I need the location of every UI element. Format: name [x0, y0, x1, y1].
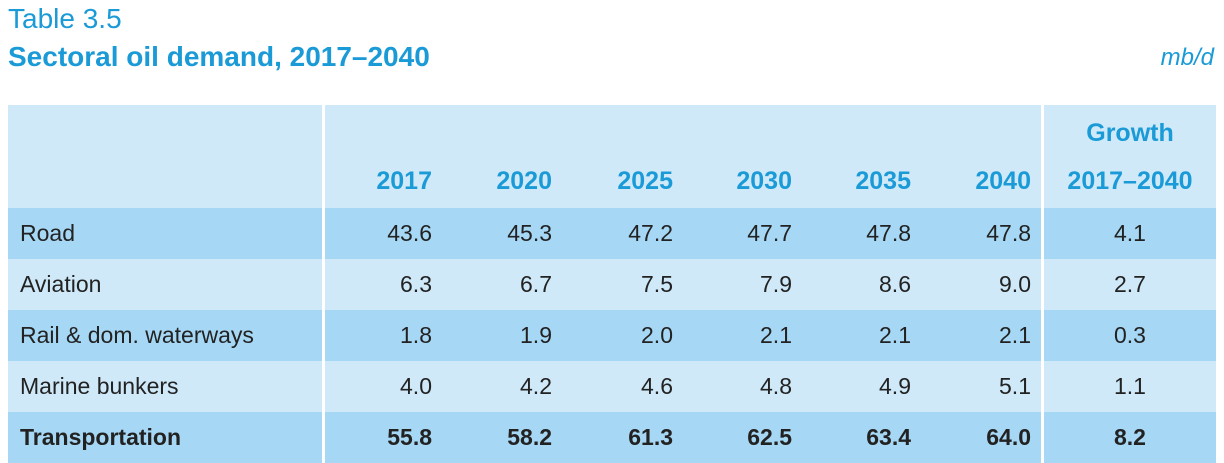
table-cell: 45.3 — [442, 208, 562, 259]
table-cell: 47.2 — [562, 208, 683, 259]
header-year-2020: 2020 — [442, 105, 562, 208]
row-label-transportation: Transportation — [8, 412, 322, 463]
header-year-2040: 2040 — [921, 105, 1041, 208]
row-label-road: Road — [8, 208, 322, 259]
table-cell: 4.9 — [802, 361, 921, 412]
table-cell: 4.2 — [442, 361, 562, 412]
row-label-marine: Marine bunkers — [8, 361, 322, 412]
table-cell: 4.6 — [562, 361, 683, 412]
table-cell: 47.8 — [802, 208, 921, 259]
table-cell: 4.8 — [683, 361, 802, 412]
header-blank-cell — [8, 105, 322, 208]
table-cell: 2.0 — [562, 310, 683, 361]
column-separator — [1041, 361, 1044, 412]
table-cell: 8.6 — [802, 259, 921, 310]
table-cell: 64.0 — [921, 412, 1041, 463]
row-label-rail: Rail & dom. waterways — [8, 310, 322, 361]
table-cell: 5.1 — [921, 361, 1041, 412]
header-growth-line2: 2017–2040 — [1067, 167, 1193, 195]
table-cell: 4.0 — [325, 361, 442, 412]
growth-cell: 0.3 — [1044, 310, 1216, 361]
table-cell: 9.0 — [921, 259, 1041, 310]
column-separator — [322, 105, 325, 208]
column-separator — [1041, 310, 1044, 361]
column-separator — [1041, 412, 1044, 463]
header-year-2030: 2030 — [683, 105, 802, 208]
table-cell: 2.1 — [802, 310, 921, 361]
table-cell: 6.7 — [442, 259, 562, 310]
growth-cell: 1.1 — [1044, 361, 1216, 412]
table-cell: 6.3 — [325, 259, 442, 310]
column-separator — [322, 412, 325, 463]
column-separator — [322, 208, 325, 259]
growth-cell: 4.1 — [1044, 208, 1216, 259]
column-separator — [1041, 105, 1044, 208]
growth-cell: 2.7 — [1044, 259, 1216, 310]
table-cell: 62.5 — [683, 412, 802, 463]
table-cell: 58.2 — [442, 412, 562, 463]
header-year-2025: 2025 — [562, 105, 683, 208]
growth-cell: 8.2 — [1044, 412, 1216, 463]
table-cell: 55.8 — [325, 412, 442, 463]
table-caption-label: Table 3.5 — [8, 3, 122, 34]
header-year-2017: 2017 — [325, 105, 442, 208]
table-cell: 2.1 — [683, 310, 802, 361]
table-cell: 47.7 — [683, 208, 802, 259]
column-separator — [322, 361, 325, 412]
table-cell: 7.5 — [562, 259, 683, 310]
table-cell: 63.4 — [802, 412, 921, 463]
column-separator — [322, 259, 325, 310]
header-growth: Growth 2017–2040 — [1044, 105, 1216, 208]
table-cell: 7.9 — [683, 259, 802, 310]
table-cell: 47.8 — [921, 208, 1041, 259]
column-separator — [322, 310, 325, 361]
unit-label: mb/d — [1160, 44, 1214, 71]
header-year-2035: 2035 — [802, 105, 921, 208]
oil-demand-table: 2017 2020 2025 2030 2035 2040 Growth 201… — [8, 105, 1216, 463]
row-label-aviation: Aviation — [8, 259, 322, 310]
table-cell: 43.6 — [325, 208, 442, 259]
table-title: Sectoral oil demand, 2017–2040 — [8, 41, 430, 72]
table-cell: 1.8 — [325, 310, 442, 361]
column-separator — [1041, 259, 1044, 310]
column-separator — [1041, 208, 1044, 259]
table-cell: 1.9 — [442, 310, 562, 361]
header-growth-line1: Growth — [1086, 119, 1174, 147]
table-cell: 61.3 — [562, 412, 683, 463]
table-cell: 2.1 — [921, 310, 1041, 361]
